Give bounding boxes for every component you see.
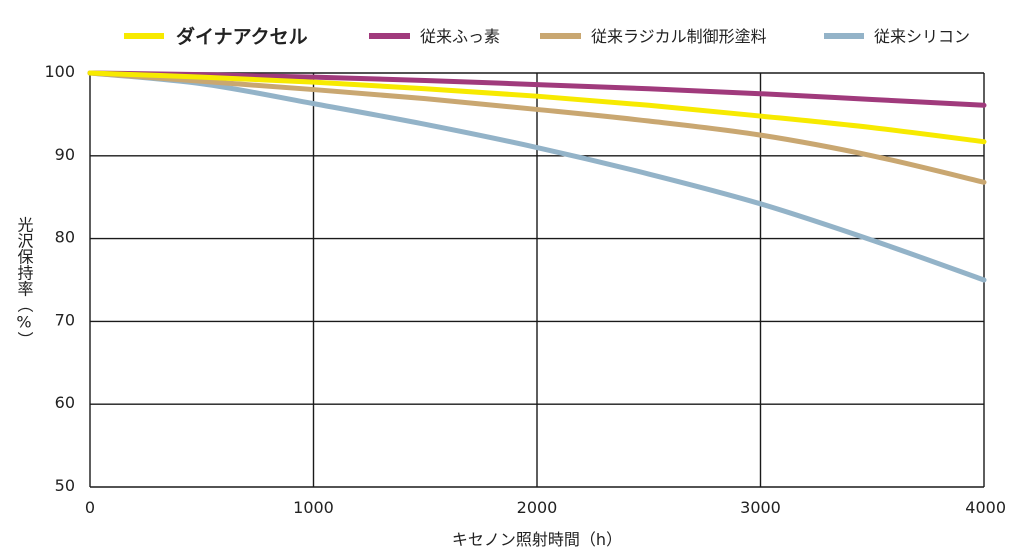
x-tick-label: 0	[85, 498, 95, 517]
y-tick-label: 70	[55, 310, 75, 329]
x-tick-label: 1000	[293, 498, 334, 517]
legend-item-conventional-radical: 従来ラジカル制御形塗料	[540, 27, 767, 46]
legend-label-conventional-radical: 従来ラジカル制御形塗料	[591, 27, 767, 46]
series-line-0	[87, 70, 987, 145]
legend-label-conventional-silicone: 従来シリコン	[874, 27, 970, 46]
x-tick-label: 3000	[740, 498, 781, 517]
series-line-2	[87, 70, 987, 185]
x-tick-label: 2000	[517, 498, 558, 517]
x-axis-title: キセノン照射時間（h）	[452, 530, 622, 549]
y-tick-label: 90	[55, 145, 75, 164]
y-axis-title: 光沢保持率（%）	[15, 217, 34, 348]
series-line-3	[87, 70, 987, 283]
legend-item-conventional-silicone: 従来シリコン	[824, 27, 970, 46]
legend-item-dynaaccel: ダイナアクセル	[124, 25, 308, 48]
legend-label-dynaaccel: ダイナアクセル	[176, 25, 308, 48]
y-tick-label: 60	[55, 393, 75, 412]
series-lines	[87, 70, 987, 283]
grid	[89, 72, 985, 488]
series-line-1	[87, 70, 987, 108]
legend: ダイナアクセル 従来ふっ素 従来ラジカル制御形塗料 従来シリコン	[124, 25, 970, 48]
y-tick-label: 50	[55, 476, 75, 495]
legend-label-conventional-fluorine: 従来ふっ素	[420, 27, 500, 46]
x-tick-label: 4000	[965, 498, 1006, 517]
y-tick-label: 100	[44, 62, 75, 81]
y-tick-label: 80	[55, 228, 75, 247]
legend-item-conventional-fluorine: 従来ふっ素	[369, 27, 500, 46]
